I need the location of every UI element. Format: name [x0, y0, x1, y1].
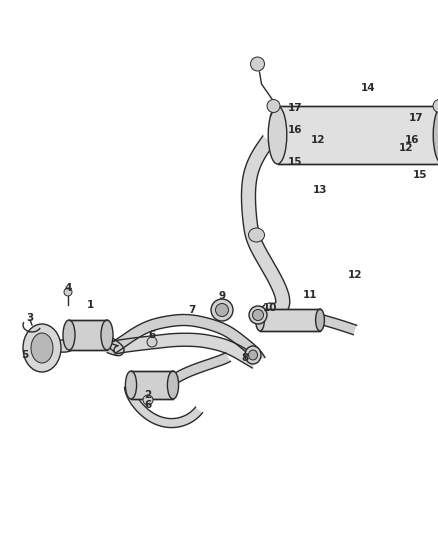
Text: 13: 13 [313, 185, 327, 195]
Polygon shape [321, 315, 357, 335]
Text: 1: 1 [86, 300, 94, 310]
Text: 15: 15 [288, 157, 302, 167]
Ellipse shape [125, 371, 137, 399]
Polygon shape [60, 332, 77, 352]
Ellipse shape [251, 57, 265, 71]
Polygon shape [104, 336, 124, 356]
Bar [131, 371, 173, 399]
Polygon shape [111, 333, 258, 368]
Polygon shape [111, 314, 265, 362]
Polygon shape [251, 305, 272, 325]
Text: 7: 7 [188, 305, 196, 315]
Text: 3: 3 [26, 313, 34, 323]
Ellipse shape [316, 309, 325, 331]
Text: 17: 17 [409, 113, 423, 123]
Text: 15: 15 [413, 170, 427, 180]
Ellipse shape [252, 310, 264, 320]
Text: 16: 16 [405, 135, 419, 145]
Ellipse shape [23, 324, 61, 372]
Text: 9: 9 [219, 291, 226, 301]
Ellipse shape [433, 100, 438, 112]
Ellipse shape [267, 100, 280, 112]
Text: 8: 8 [241, 353, 249, 363]
Ellipse shape [31, 333, 53, 363]
Ellipse shape [249, 306, 267, 324]
Text: 14: 14 [360, 83, 375, 93]
Text: 17: 17 [288, 103, 302, 113]
Text: 6: 6 [145, 400, 152, 410]
Ellipse shape [211, 299, 233, 321]
Bar [69, 320, 107, 350]
Text: 16: 16 [288, 125, 302, 135]
Ellipse shape [248, 228, 265, 242]
Ellipse shape [101, 320, 113, 350]
Text: 12: 12 [348, 270, 362, 280]
Ellipse shape [268, 106, 287, 164]
Ellipse shape [248, 350, 258, 360]
Text: 12: 12 [311, 135, 325, 145]
Text: 5: 5 [21, 350, 28, 360]
Bar [278, 106, 438, 164]
Polygon shape [241, 136, 290, 317]
Text: 11: 11 [303, 290, 317, 300]
Ellipse shape [215, 303, 229, 317]
Ellipse shape [63, 320, 75, 350]
Text: 12: 12 [399, 143, 413, 153]
Ellipse shape [143, 395, 153, 405]
Ellipse shape [167, 371, 179, 399]
Bar [260, 309, 320, 331]
Ellipse shape [64, 288, 72, 296]
Ellipse shape [147, 337, 157, 347]
Ellipse shape [256, 309, 265, 331]
Polygon shape [170, 353, 230, 384]
Text: 10: 10 [263, 303, 277, 313]
Text: 6: 6 [148, 330, 155, 340]
Text: 4: 4 [64, 283, 72, 293]
Ellipse shape [433, 106, 438, 164]
Ellipse shape [245, 346, 261, 364]
Text: 2: 2 [145, 390, 152, 400]
Polygon shape [124, 386, 202, 427]
